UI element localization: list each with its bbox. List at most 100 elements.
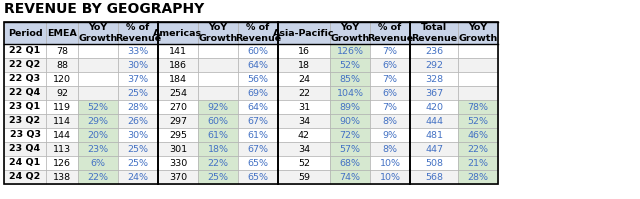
Bar [370,58,410,72]
Bar [158,114,198,128]
Bar [158,128,198,142]
Bar [330,100,370,114]
Bar [4,44,46,58]
Bar [238,156,278,170]
Bar [330,114,370,128]
Text: 7%: 7% [383,74,397,84]
Text: 6%: 6% [383,60,397,69]
Bar [410,170,458,184]
Text: 367: 367 [425,89,443,98]
Text: 52%: 52% [339,60,360,69]
Bar [78,128,118,142]
Bar [278,58,330,72]
Bar [4,128,46,142]
Text: 25%: 25% [127,158,148,168]
Bar [458,86,498,100]
Bar [158,72,198,86]
Text: 69%: 69% [248,89,269,98]
Bar [4,142,46,156]
Text: 67%: 67% [248,116,269,126]
Bar [4,170,46,184]
Bar [78,72,118,86]
Text: 31: 31 [298,102,310,111]
Text: 328: 328 [425,74,443,84]
Text: 30%: 30% [127,131,148,139]
Text: 138: 138 [53,173,71,181]
Text: 89%: 89% [339,102,360,111]
Text: 22 Q4: 22 Q4 [10,89,40,98]
Text: 30%: 30% [127,60,148,69]
Text: 52: 52 [298,158,310,168]
Text: 22 Q1: 22 Q1 [10,47,40,56]
Text: 92: 92 [56,89,68,98]
Text: 7%: 7% [383,47,397,56]
Text: 60%: 60% [207,116,228,126]
Text: 25%: 25% [207,173,228,181]
Text: YoY
Growth: YoY Growth [78,23,118,43]
Bar [158,58,198,72]
Text: 141: 141 [169,47,187,56]
Text: 60%: 60% [248,47,269,56]
Bar [330,128,370,142]
Bar [158,170,198,184]
Text: 126: 126 [53,158,71,168]
Bar [410,128,458,142]
Bar [370,156,410,170]
Text: 8%: 8% [383,116,397,126]
Bar [46,142,78,156]
Bar [330,22,370,44]
Bar [4,22,46,44]
Text: 104%: 104% [337,89,364,98]
Bar [458,170,498,184]
Text: 65%: 65% [248,158,269,168]
Bar [4,156,46,170]
Bar [198,170,238,184]
Bar [198,142,238,156]
Bar [118,72,158,86]
Text: Asia-Pacific: Asia-Pacific [273,28,335,37]
Bar [78,86,118,100]
Bar [4,22,498,184]
Text: REVENUE BY GEOGRAPHY: REVENUE BY GEOGRAPHY [4,2,204,16]
Bar [458,114,498,128]
Bar [198,44,238,58]
Bar [410,86,458,100]
Bar [370,86,410,100]
Bar [410,142,458,156]
Text: 144: 144 [53,131,71,139]
Text: 22: 22 [298,89,310,98]
Text: 18: 18 [298,60,310,69]
Bar [238,72,278,86]
Bar [370,72,410,86]
Bar [4,86,46,100]
Bar [158,100,198,114]
Bar [238,128,278,142]
Bar [330,72,370,86]
Bar [46,156,78,170]
Bar [78,100,118,114]
Bar [118,44,158,58]
Text: 447: 447 [425,144,443,153]
Text: 61%: 61% [248,131,269,139]
Bar [458,44,498,58]
Text: 85%: 85% [339,74,360,84]
Text: 24%: 24% [127,173,148,181]
Text: 46%: 46% [467,131,488,139]
Text: 61%: 61% [207,131,228,139]
Text: 28%: 28% [127,102,148,111]
Text: 254: 254 [169,89,187,98]
Bar [78,58,118,72]
Text: 78%: 78% [467,102,488,111]
Bar [78,114,118,128]
Bar [278,156,330,170]
Text: Americas: Americas [154,28,203,37]
Bar [238,44,278,58]
Bar [118,142,158,156]
Bar [118,22,158,44]
Text: 28%: 28% [467,173,488,181]
Text: 270: 270 [169,102,187,111]
Text: 6%: 6% [383,89,397,98]
Bar [198,156,238,170]
Text: 22%: 22% [467,144,488,153]
Text: 184: 184 [169,74,187,84]
